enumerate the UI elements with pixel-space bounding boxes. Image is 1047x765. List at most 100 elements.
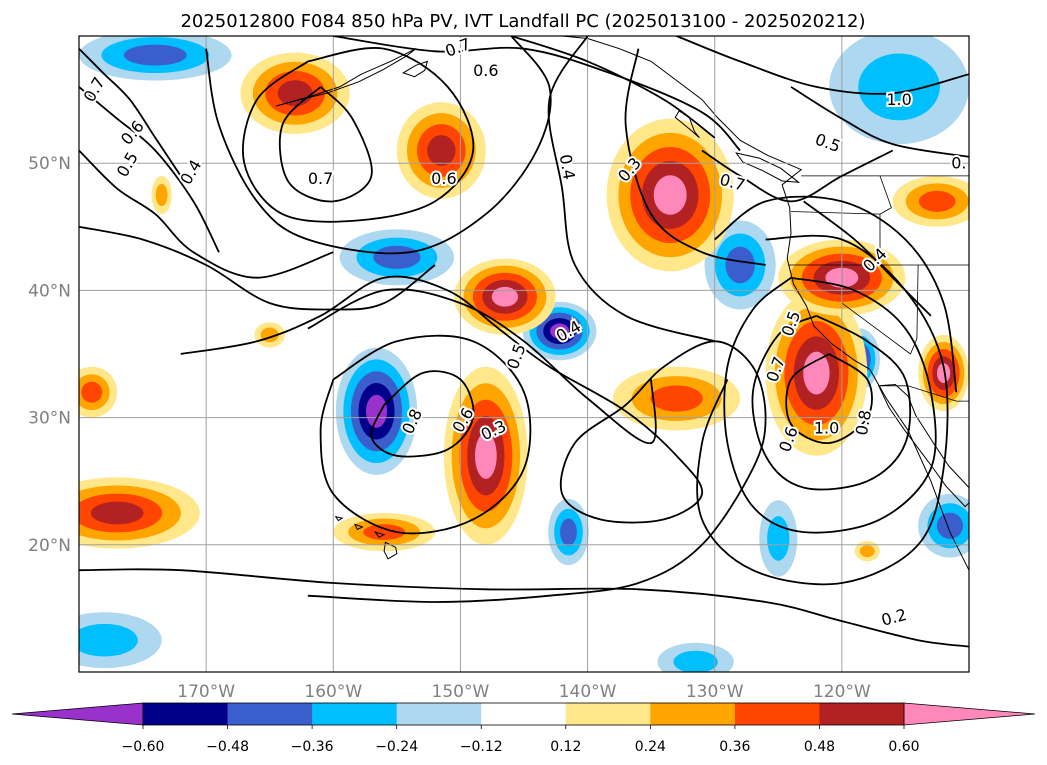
- pv-band: [653, 175, 687, 215]
- pv-band: [155, 183, 168, 207]
- ivt-contour-0.6: [696, 234, 949, 586]
- coastline-hawaii-oahu: [353, 523, 364, 531]
- colorbar-tick-label: 0.48: [804, 739, 835, 755]
- pv-band: [650, 385, 703, 412]
- contour-label: 1.0: [814, 418, 839, 437]
- coastline-hawaii-kauai: [334, 516, 344, 522]
- longitude-tick-label: 130°W: [686, 682, 744, 702]
- pv-feature-12: [443, 366, 528, 545]
- contour-label: 0.6: [431, 169, 456, 188]
- ivt-contour-0.7: [723, 276, 937, 534]
- colorbar-tick-label: 0.24: [635, 739, 666, 755]
- colorbar-extend-min: [11, 702, 144, 726]
- pv-band: [427, 135, 456, 166]
- coastline-kodiak: [402, 60, 429, 78]
- ivt-contour-0.5: [307, 288, 657, 444]
- colorbar-swatch: [565, 703, 651, 725]
- colorbar-tick-label: 0.12: [550, 739, 581, 755]
- pv-band: [491, 286, 519, 307]
- pv-feature-4: [339, 229, 455, 286]
- map-area: 0.70.60.5 0.4 0.7 0.60.60.70.4 0.3 0.70.51.00…: [78, 35, 970, 673]
- ivt-contour-0.6: [242, 47, 475, 223]
- longitude-tick-label: 160°W: [304, 682, 362, 702]
- latitude-tick-label: 30°N: [28, 409, 71, 429]
- ivt-contour-0.8: [370, 370, 475, 458]
- pv-band: [474, 432, 497, 479]
- latitude-tick-label: 50°N: [28, 154, 71, 174]
- longitude-tick-labels: 170°W 160°W 150°W 140°W 130°W 120°W: [177, 682, 871, 702]
- ivt-contour-0.7: [79, 48, 182, 177]
- ivt-contour-0.5: [79, 149, 334, 279]
- pv-feature-24: [254, 322, 285, 348]
- coastline-hawaii-big: [383, 541, 398, 560]
- longitude-tick-label: 170°W: [177, 682, 235, 702]
- ivt-contour-0.5: [790, 86, 969, 158]
- pv-band: [277, 80, 313, 107]
- pv-band: [81, 381, 103, 403]
- coastline-north-america: [562, 36, 969, 571]
- colorbar-outline: [142, 702, 905, 726]
- ivt-contour-0.4: [79, 225, 436, 311]
- pv-feature-27: [333, 513, 435, 552]
- pv-feature-5: [79, 36, 232, 81]
- colorbar-swatch: [734, 703, 820, 725]
- colorbar-swatch: [481, 703, 567, 725]
- pv-band: [79, 623, 138, 657]
- ivt-contour-0.8: [751, 314, 912, 491]
- pv-band: [936, 363, 951, 383]
- ivt-contour-0.7: [701, 149, 894, 203]
- ivt-contour-0.7: [278, 86, 373, 203]
- pv-band: [725, 246, 755, 284]
- gridline-layer: [79, 36, 969, 672]
- pv-band: [90, 501, 144, 525]
- pv-feature-14: [606, 118, 734, 272]
- border-us-mexico: [878, 385, 969, 402]
- pv-feature-23: [79, 366, 118, 418]
- ivt-contour-0.6: [319, 334, 532, 535]
- ivt-contour-0.4: [547, 36, 715, 343]
- pv-feature-15: [454, 258, 556, 335]
- ivt-contour-0.2: [79, 568, 969, 648]
- contour-label: 0.6: [473, 61, 498, 80]
- colorbar: −0.60 −0.48 −0.36 −0.24 −0.12 0.12 0.24 0.36 0.4…: [11, 702, 1036, 755]
- pv-band: [673, 650, 718, 672]
- colorbar-swatch: [143, 703, 229, 725]
- pv-band: [365, 394, 388, 428]
- ivt-contour-layer: [79, 36, 969, 648]
- colorbar-tick-label: −0.24: [375, 739, 418, 755]
- pv-feature-8: [79, 612, 162, 669]
- coastline-alaska-peninsula: [275, 48, 417, 107]
- ivt-contour-0.3: [624, 48, 766, 266]
- coastline-hawaii-maui: [373, 531, 386, 538]
- pv-feature-22: [892, 175, 969, 227]
- pv-feature-20: [79, 477, 200, 549]
- ivt-contour-0.6: [511, 36, 716, 139]
- ivt-contour-0.6: [205, 36, 552, 255]
- colorbar-tick-label: −0.48: [206, 739, 249, 755]
- ivt-contour-1.0: [785, 353, 873, 444]
- latitude-tick-label: 40°N: [28, 281, 71, 301]
- longitude-tick-label: 150°W: [432, 682, 490, 702]
- pv-band: [803, 351, 830, 395]
- pv-feature-10: [759, 500, 798, 577]
- pv-band: [560, 518, 577, 546]
- ivt-contour-1.0: [676, 36, 969, 95]
- border-id-line: [879, 175, 892, 265]
- pv-feature-25: [151, 175, 172, 215]
- ivt-contour-0.7: [333, 36, 741, 152]
- pv-feature-6: [548, 499, 589, 566]
- colorbar-tick-label: −0.60: [122, 739, 165, 755]
- pv-feature-0: [335, 347, 418, 475]
- map-frame: [78, 35, 970, 673]
- pv-band: [859, 545, 875, 558]
- border-wa-or: [790, 211, 881, 215]
- longitude-tick-label: 120°W: [813, 682, 871, 702]
- colorbar-swatch: [650, 703, 736, 725]
- pv-band: [936, 512, 964, 539]
- pv-band: [767, 516, 790, 561]
- latitude-tick-label: 20°N: [28, 536, 71, 556]
- pv-band: [363, 524, 406, 540]
- contour-label: 0.: [951, 154, 966, 173]
- ivt-contour-0.6: [79, 86, 220, 253]
- colorbar-swatch: [312, 703, 398, 725]
